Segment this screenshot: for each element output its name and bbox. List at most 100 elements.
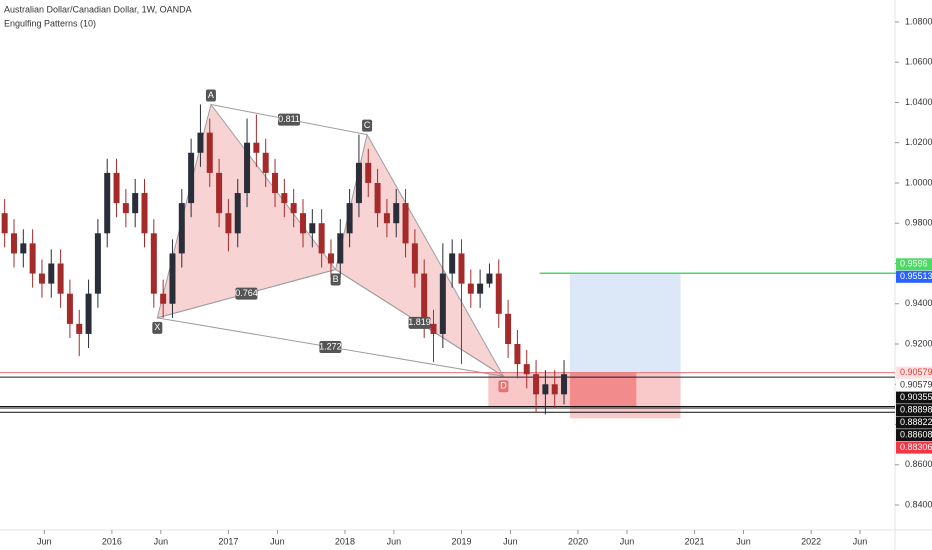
candle-body	[449, 253, 456, 274]
point-label: D	[500, 381, 507, 391]
candle-body	[421, 273, 428, 324]
point-label-box	[205, 89, 216, 102]
candle-body	[253, 142, 260, 153]
candle-body	[402, 203, 409, 244]
point-label: X	[154, 322, 160, 332]
x-tick-label: 2018	[335, 536, 355, 546]
chart-title: Australian Dollar/Canadian Dollar, 1W, O…	[4, 4, 192, 14]
candle-body	[234, 193, 241, 234]
candle-body	[244, 142, 251, 194]
profit-zone	[569, 273, 681, 373]
price-label: 0.88608	[900, 429, 932, 439]
price-label-box	[896, 441, 932, 454]
candle-body	[76, 323, 83, 334]
point-label: A	[208, 90, 214, 100]
x-tick-label: 2016	[102, 536, 122, 546]
y-tick-label: 1.06000	[905, 57, 932, 67]
candle-body	[505, 313, 512, 345]
y-tick-label: 1.08000	[905, 16, 932, 26]
x-tick-label: Jun	[154, 536, 169, 546]
candle-body	[551, 384, 558, 395]
candle-body	[365, 162, 372, 183]
ratio-label-box	[319, 341, 342, 354]
candle-body	[113, 172, 120, 204]
price-label-box	[896, 404, 932, 417]
candle-body	[57, 263, 64, 294]
y-tick-label: 1.02000	[905, 137, 932, 147]
candle-body	[383, 213, 390, 224]
ratio-label: 0.764	[235, 288, 258, 298]
candle-body	[132, 193, 139, 214]
price-label: 0.90579	[900, 379, 932, 389]
candle-body	[20, 243, 27, 254]
price-label: 0.88898	[900, 404, 932, 414]
candle-body	[561, 374, 568, 395]
x-tick-label: Jun	[736, 536, 751, 546]
candle-body	[495, 273, 502, 314]
candle-body	[355, 162, 362, 204]
candle-body	[477, 283, 484, 294]
candle-body	[411, 243, 418, 274]
x-tick-label: 2021	[685, 536, 705, 546]
candle-body	[337, 233, 344, 264]
price-label-box	[896, 379, 932, 392]
candle-body	[122, 203, 129, 214]
candle-body	[169, 253, 176, 304]
point-label: C	[364, 120, 371, 130]
price-label: 0.88306	[900, 442, 932, 452]
candle-body	[290, 203, 297, 214]
loss-zone-strong	[569, 372, 637, 407]
ratio-label: 0.811	[278, 114, 300, 124]
candle-body	[1, 213, 8, 234]
candle-body	[281, 193, 288, 204]
candle-body	[299, 213, 306, 234]
price-label: 0.90355	[900, 392, 932, 402]
candle-body	[393, 203, 400, 224]
point-label-box	[330, 273, 341, 286]
candle-body	[374, 182, 381, 214]
candle-body	[48, 263, 55, 284]
candle-body	[533, 374, 540, 395]
x-tick-label: 2017	[218, 536, 238, 546]
candle-body	[150, 233, 157, 294]
x-tick-label: 2019	[451, 536, 471, 546]
price-label: 0.95513	[900, 271, 932, 281]
candle-body	[104, 172, 111, 234]
ratio-label-box	[278, 113, 301, 126]
candle-body	[66, 293, 73, 324]
candle-body	[29, 243, 36, 274]
point-label-box	[498, 380, 509, 393]
ratio-label: 1.819	[408, 317, 431, 327]
candle-body	[188, 152, 195, 204]
candle-body	[486, 273, 493, 284]
price-label-box	[896, 270, 932, 283]
x-tick-label: Jun	[37, 536, 52, 546]
x-tick-label: Jun	[387, 536, 402, 546]
candle-body	[430, 323, 437, 334]
candle-body	[467, 283, 474, 294]
candle-body	[309, 223, 316, 234]
point-label-box	[152, 321, 163, 334]
candle-body	[346, 203, 353, 234]
candle-body	[318, 223, 325, 254]
price-label: 0.90579	[900, 367, 932, 377]
point-label: B	[333, 274, 339, 284]
price-label-box	[896, 429, 932, 442]
price-label: 0.88822	[900, 417, 932, 427]
candle-body	[197, 132, 204, 153]
y-tick-label: 1.00000	[905, 177, 932, 187]
x-tick-label: Jun	[270, 536, 285, 546]
price-label-box	[896, 416, 932, 429]
x-tick-label: 2022	[801, 536, 821, 546]
candle-body	[272, 172, 279, 194]
x-tick-label: Jun	[503, 536, 518, 546]
candle-body	[141, 193, 148, 234]
candle-body	[216, 172, 223, 214]
candle-body	[327, 253, 334, 264]
candle-body	[458, 253, 465, 284]
